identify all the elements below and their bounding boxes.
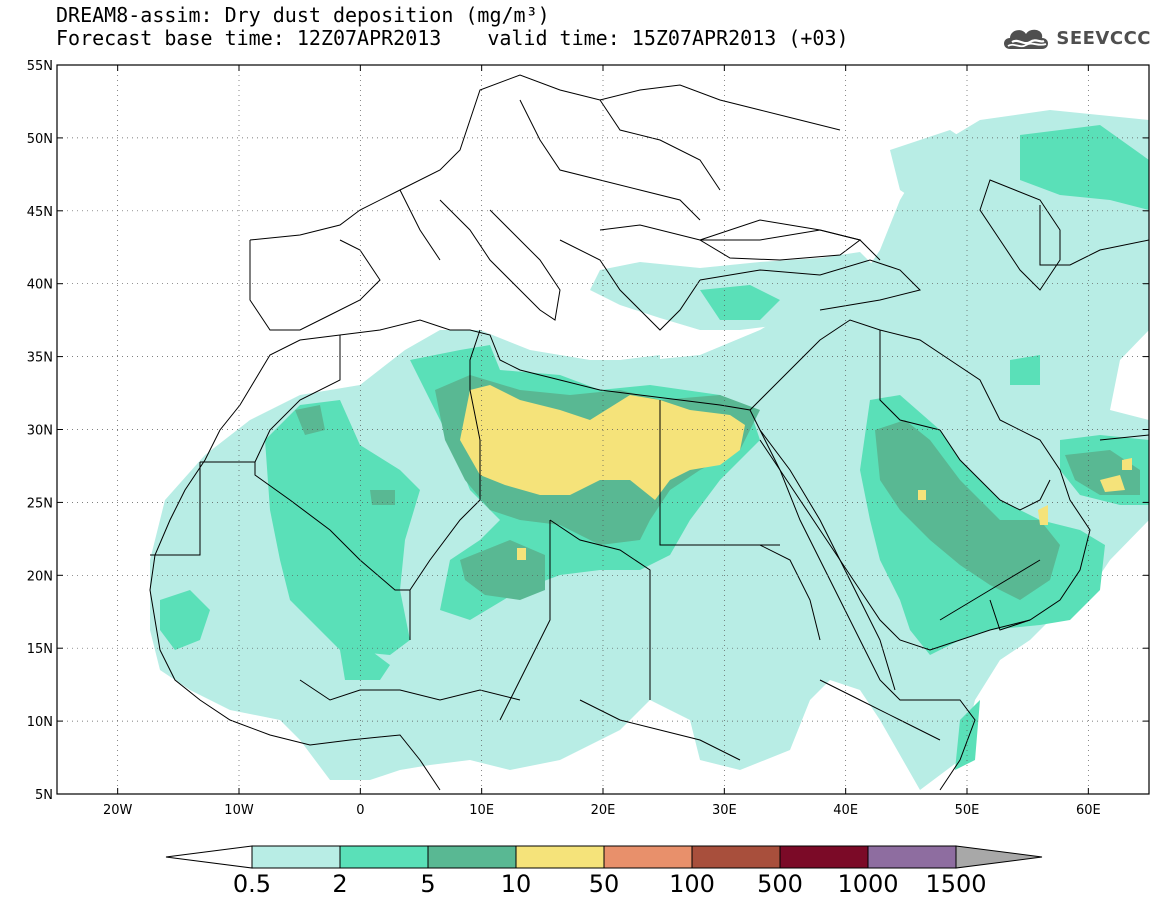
- graticule: [57, 65, 1149, 794]
- colorbar-swatch: [867, 845, 957, 869]
- latitude-label: 20N: [27, 569, 53, 584]
- colorbar: 0.5 2 5 10 50 100 500 1000 1500: [165, 845, 1043, 898]
- coastlines-borders: [149, 74, 1149, 791]
- cloud-icon: [1004, 29, 1049, 49]
- colorbar-label: 1000: [837, 870, 898, 898]
- colorbar-swatch: [251, 845, 341, 869]
- dust-deposition-field: [150, 110, 1149, 790]
- forecast-times: Forecast base time: 12Z07APR2013 valid ti…: [56, 28, 849, 48]
- latitude-label: 45N: [27, 205, 53, 220]
- colorbar-label: 100: [669, 870, 715, 898]
- latitude-label: 55N: [27, 59, 53, 74]
- colorbar-under-arrow: [165, 845, 253, 869]
- longitude-label: 60E: [1076, 803, 1101, 818]
- longitude-label: 20W: [103, 803, 133, 818]
- colorbar-label: 2: [332, 870, 347, 898]
- valid-time: valid time: 15Z07APR2013 (+03): [487, 26, 849, 50]
- latitude-label: 35N: [27, 351, 53, 366]
- longitude-label: 10E: [469, 803, 494, 818]
- longitude-label: 40E: [833, 803, 858, 818]
- latitude-label: 10N: [27, 715, 53, 730]
- colorbar-label: 5: [420, 870, 435, 898]
- colorbar-swatch: [691, 845, 781, 869]
- map-title: DREAM8-assim: Dry dust deposition (mg/m³…: [56, 3, 550, 27]
- colorbar-swatch: [779, 845, 869, 869]
- latitude-label: 50N: [27, 132, 53, 147]
- seevccc-logo: SEEVCCC: [1000, 22, 1151, 54]
- latitude-label: 40N: [27, 278, 53, 293]
- axis-ticks: [57, 64, 1149, 795]
- longitude-label: 50E: [955, 803, 980, 818]
- latitude-label: 30N: [27, 424, 53, 439]
- longitude-labels: 20W 10W 0 10E 20E 30E 40E 50E 60E: [103, 803, 1101, 818]
- colorbar-label: 1500: [925, 870, 986, 898]
- colorbar-over-arrow: [955, 845, 1043, 869]
- colorbar-label: 10: [501, 870, 532, 898]
- longitude-label: 0: [356, 803, 364, 818]
- latitude-label: 5N: [35, 788, 53, 803]
- longitude-label: 30E: [712, 803, 737, 818]
- level-10-50: [460, 385, 1132, 560]
- colorbar-label: 500: [757, 870, 803, 898]
- colorbar-swatch: [339, 845, 429, 869]
- colorbar-label: 0.5: [233, 870, 271, 898]
- colorbar-swatch: [427, 845, 517, 869]
- colorbar-label: 50: [589, 870, 620, 898]
- colorbar-swatch: [603, 845, 693, 869]
- longitude-label: 20E: [591, 803, 616, 818]
- longitude-label: 10W: [224, 803, 254, 818]
- base-time: Forecast base time: 12Z07APR2013: [56, 26, 442, 50]
- latitude-labels: 5N 10N 15N 20N 25N 30N 35N 40N 45N 50N 55N: [27, 59, 53, 803]
- colorbar-swatch: [515, 845, 605, 869]
- latitude-label: 15N: [27, 642, 53, 657]
- latitude-label: 25N: [27, 496, 53, 511]
- logo-text: SEEVCCC: [1056, 27, 1151, 49]
